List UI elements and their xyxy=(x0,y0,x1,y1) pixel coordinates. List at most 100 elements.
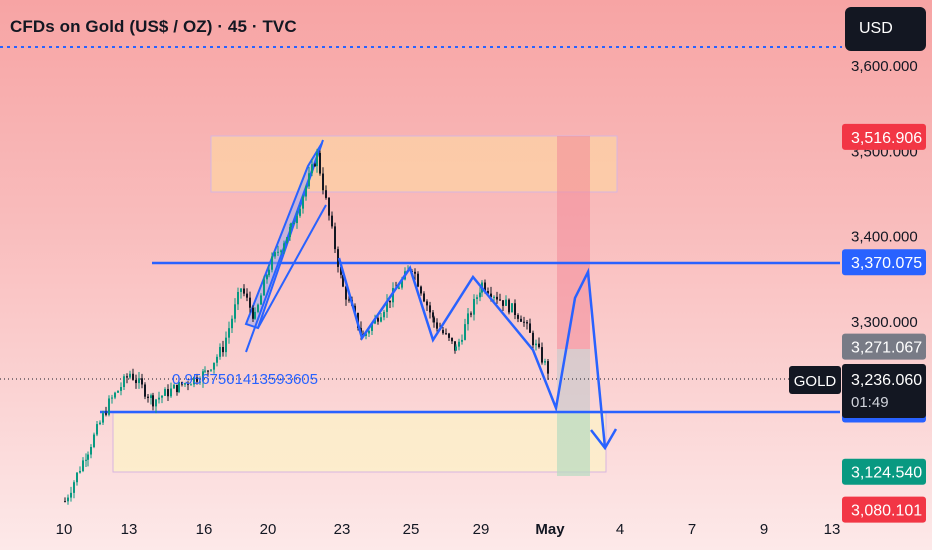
candle-body xyxy=(132,373,134,380)
candle-body xyxy=(173,384,175,389)
symbol-label: GOLD xyxy=(794,373,837,390)
demand-zone xyxy=(112,412,607,473)
candle-body xyxy=(263,279,265,296)
candle-body xyxy=(96,424,98,435)
reward-box-green xyxy=(557,411,590,476)
candle-body xyxy=(70,492,72,498)
candle-body xyxy=(266,275,268,280)
candle-body xyxy=(120,387,122,391)
candle-body xyxy=(454,341,456,351)
candle-body xyxy=(152,395,154,407)
candle-body xyxy=(213,362,215,370)
candle-body xyxy=(147,396,149,398)
candle-body xyxy=(365,333,367,336)
candle-body xyxy=(79,470,81,473)
candle-body xyxy=(423,293,425,302)
candle-body xyxy=(417,273,419,287)
x-tick-label: 13 xyxy=(121,521,138,538)
candle-body xyxy=(82,460,84,471)
candle-body xyxy=(144,384,146,397)
candle-body xyxy=(193,377,195,385)
candle-body xyxy=(380,317,382,322)
candle-body xyxy=(277,251,279,253)
price-label-text: 3,271.067 xyxy=(851,340,922,357)
candle-body xyxy=(202,371,204,382)
y-tick-label: 3,300.000 xyxy=(851,314,918,331)
candle-body xyxy=(473,298,475,315)
pattern-path xyxy=(337,257,607,449)
candle-body xyxy=(371,323,373,331)
x-tick-label: 23 xyxy=(334,521,351,538)
candle-body xyxy=(76,472,78,483)
candle-body xyxy=(470,313,472,315)
candle-body xyxy=(334,226,336,250)
candle-body xyxy=(243,288,245,294)
candle-body xyxy=(271,256,273,270)
candle-body xyxy=(164,389,166,396)
candle-body xyxy=(280,250,282,252)
candle-body xyxy=(293,223,295,225)
price-label-box xyxy=(842,123,926,150)
candle-body xyxy=(467,313,469,325)
reward-box-grey xyxy=(557,349,590,411)
candle-body xyxy=(490,293,492,298)
candle-body xyxy=(305,186,307,197)
candle-body xyxy=(299,208,301,216)
candle-body xyxy=(479,292,481,298)
candle-body xyxy=(99,422,101,425)
x-tick-label: 29 xyxy=(473,521,490,538)
candle-body xyxy=(529,323,531,333)
candle-body xyxy=(216,356,218,363)
candle-body xyxy=(502,300,504,306)
candle-body xyxy=(111,397,113,399)
candle-body xyxy=(458,341,460,347)
candle-body xyxy=(535,343,537,346)
candle-body xyxy=(461,339,463,342)
candle-body xyxy=(196,377,198,382)
candle-body xyxy=(368,330,370,334)
candle-body xyxy=(289,226,291,238)
candle-body xyxy=(249,297,251,308)
x-axis: 10 13 16 20 23 25 29 May 4 7 9 13 xyxy=(56,521,841,538)
countdown-label: 01:49 xyxy=(851,394,889,411)
candle-body xyxy=(386,300,388,312)
candle-body xyxy=(484,282,486,292)
channel-line-lower xyxy=(257,204,327,329)
x-tick-label: 9 xyxy=(760,521,768,538)
candle-body xyxy=(302,196,304,209)
candle-body xyxy=(319,152,321,174)
candle-body xyxy=(93,434,95,447)
candle-body xyxy=(225,337,227,353)
candle-body xyxy=(158,397,160,400)
candle-body xyxy=(210,369,212,371)
currency-button[interactable]: USD xyxy=(845,7,926,51)
candle-body xyxy=(231,318,233,329)
candle-body xyxy=(398,287,400,289)
candle-body xyxy=(234,304,236,319)
candle-body xyxy=(448,333,450,338)
candle-body xyxy=(541,347,543,363)
candle-body xyxy=(167,389,169,397)
price-label-text: 3,370.075 xyxy=(851,255,922,272)
candle-body xyxy=(325,190,327,198)
last-price-bg xyxy=(842,364,926,418)
candle-body xyxy=(207,370,209,372)
candle-body xyxy=(508,299,510,313)
candle-body xyxy=(348,299,350,301)
candle-body xyxy=(105,413,107,415)
candle-body xyxy=(340,266,342,275)
candle-body xyxy=(73,482,75,493)
candle-body xyxy=(377,318,379,322)
candle-body xyxy=(514,303,516,316)
price-label-text: 3,080.101 xyxy=(851,503,922,520)
chart-title: CFDs on Gold (US$ / OZ) · 45 · TVC xyxy=(10,17,297,36)
candle-body xyxy=(392,288,394,303)
candle-body xyxy=(190,384,192,386)
candle-body xyxy=(342,274,344,287)
y-tick-label: 3,400.000 xyxy=(851,229,918,246)
candle-body xyxy=(290,223,292,227)
candle-body xyxy=(455,346,457,351)
candle-body xyxy=(286,237,288,244)
